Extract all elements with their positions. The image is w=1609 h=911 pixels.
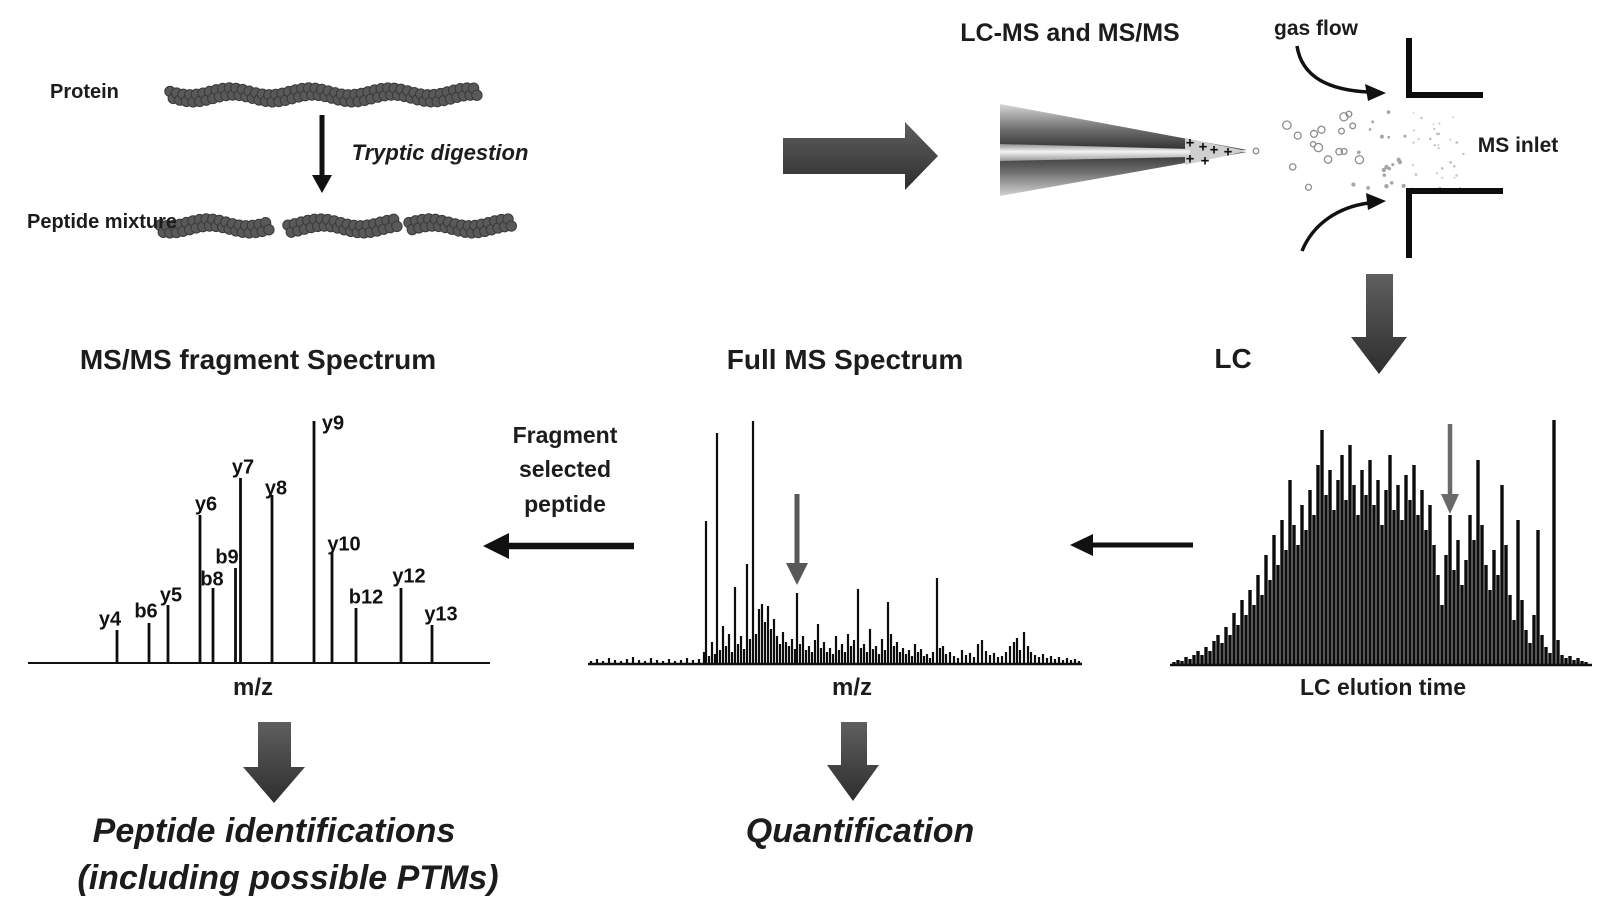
svg-text:b12: b12: [349, 586, 383, 608]
quantification-label: Quantification: [745, 812, 975, 850]
protein-label: Protein: [50, 81, 119, 103]
ms-inlet-label: MS inlet: [1477, 134, 1559, 157]
peptide-mixture-label: Peptide mixture: [27, 211, 178, 233]
charge-symbols: + + + ++ +: [1186, 135, 1233, 170]
svg-text:y9: y9: [322, 412, 344, 434]
svg-text:+: +: [1186, 151, 1195, 168]
fragment-line-2: selected: [518, 456, 612, 483]
svg-text:y8: y8: [265, 477, 287, 499]
fullms-to-msms-arrow: [483, 533, 634, 559]
svg-text:+: +: [1201, 153, 1210, 170]
msms-down-arrow: [243, 722, 305, 803]
lc-selection-arrow: [1441, 424, 1459, 514]
svg-text:y6: y6: [195, 493, 217, 515]
tryptic-digestion-arrow: [312, 115, 332, 193]
svg-text:+: +: [1199, 139, 1208, 156]
lc-to-fullms-arrow: [1070, 534, 1193, 556]
fullms-spectrum: [588, 421, 1082, 666]
lcms-title: LC-MS and MS/MS: [960, 19, 1180, 47]
svg-text:y13: y13: [424, 603, 457, 625]
peptide-identifications-ptm-label: (including possible PTMs): [77, 859, 499, 897]
fullms-mz-axis-label: m/z: [831, 674, 873, 701]
electrospray-emitter: + + + ++ +: [1000, 104, 1247, 196]
msms-spectrum-title: MS/MS fragment Spectrum: [79, 344, 437, 375]
inlet-down-arrow: [1351, 274, 1407, 374]
svg-text:y5: y5: [160, 584, 182, 606]
gas-flow-arrow-top: [1295, 45, 1386, 101]
workflow-right-arrow: [783, 122, 938, 190]
gas-flow-label: gas flow: [1273, 17, 1359, 40]
spray-droplets: [1252, 110, 1465, 191]
fragment-line-3: peptide: [524, 490, 606, 517]
svg-text:b6: b6: [134, 600, 157, 622]
protein-chain-graphic: [164, 82, 483, 108]
svg-text:y10: y10: [327, 533, 360, 555]
lc-elution-time-axis-label: LC elution time: [1299, 674, 1467, 700]
fullms-spectrum-title: Full MS Spectrum: [726, 344, 964, 375]
svg-text:y12: y12: [392, 565, 425, 587]
svg-text:y4: y4: [99, 608, 122, 630]
peptide-chains-graphic: [154, 213, 517, 239]
msms-mz-axis-label: m/z: [232, 674, 274, 701]
lc-label: LC: [1214, 343, 1252, 374]
svg-text:+: +: [1224, 144, 1233, 161]
tryptic-digestion-label: Tryptic digestion: [351, 140, 529, 165]
gas-flow-arrow-bottom: [1300, 193, 1386, 252]
svg-text:+: +: [1186, 135, 1195, 152]
fragment-selected-peptide-label: Fragment selected peptide: [512, 422, 618, 517]
svg-text:b8: b8: [200, 568, 223, 590]
svg-text:+: +: [1210, 142, 1219, 159]
peptide-identifications-label: Peptide identifications: [92, 812, 456, 850]
lc-chromatogram: [1170, 420, 1592, 667]
fragment-line-1: Fragment: [512, 422, 618, 448]
quantification-down-arrow: [827, 722, 879, 801]
ms-inlet-plates: [1406, 38, 1503, 258]
svg-text:b9: b9: [215, 546, 238, 568]
svg-text:y7: y7: [232, 456, 254, 478]
fullms-selection-arrow: [786, 494, 808, 585]
